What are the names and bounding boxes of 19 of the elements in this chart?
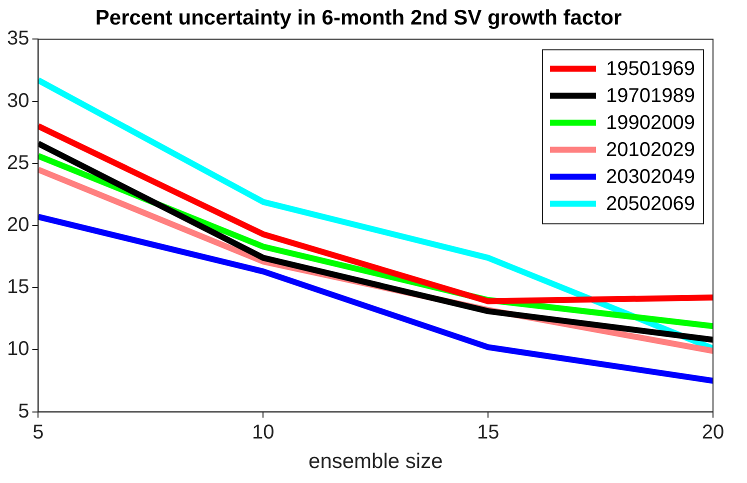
y-tick-label: 35 bbox=[6, 28, 30, 50]
x-axis-title: ensemble size bbox=[308, 450, 443, 474]
x-tick-label: 10 bbox=[252, 421, 274, 444]
x-tick-label: 20 bbox=[702, 421, 724, 444]
x-tick-label: 15 bbox=[476, 421, 500, 444]
legend-label: 19501969 bbox=[606, 58, 695, 80]
y-tick-label: 5 bbox=[18, 400, 30, 422]
y-tick-label: 20 bbox=[6, 214, 30, 236]
x-tick-label: 5 bbox=[32, 421, 44, 444]
legend-label: 20102029 bbox=[606, 139, 695, 162]
y-tick-label: 10 bbox=[6, 338, 30, 360]
y-tick-label: 25 bbox=[6, 152, 30, 174]
legend-label: 20302049 bbox=[606, 166, 695, 188]
y-tick-label: 30 bbox=[6, 90, 30, 112]
legend-label: 19701989 bbox=[606, 85, 695, 108]
chart-title: Percent uncertainty in 6-month 2nd SV growth factor bbox=[95, 6, 622, 30]
legend-label: 19902009 bbox=[606, 112, 695, 134]
legend-label: 20502069 bbox=[606, 193, 695, 216]
y-tick-label: 15 bbox=[6, 276, 30, 298]
